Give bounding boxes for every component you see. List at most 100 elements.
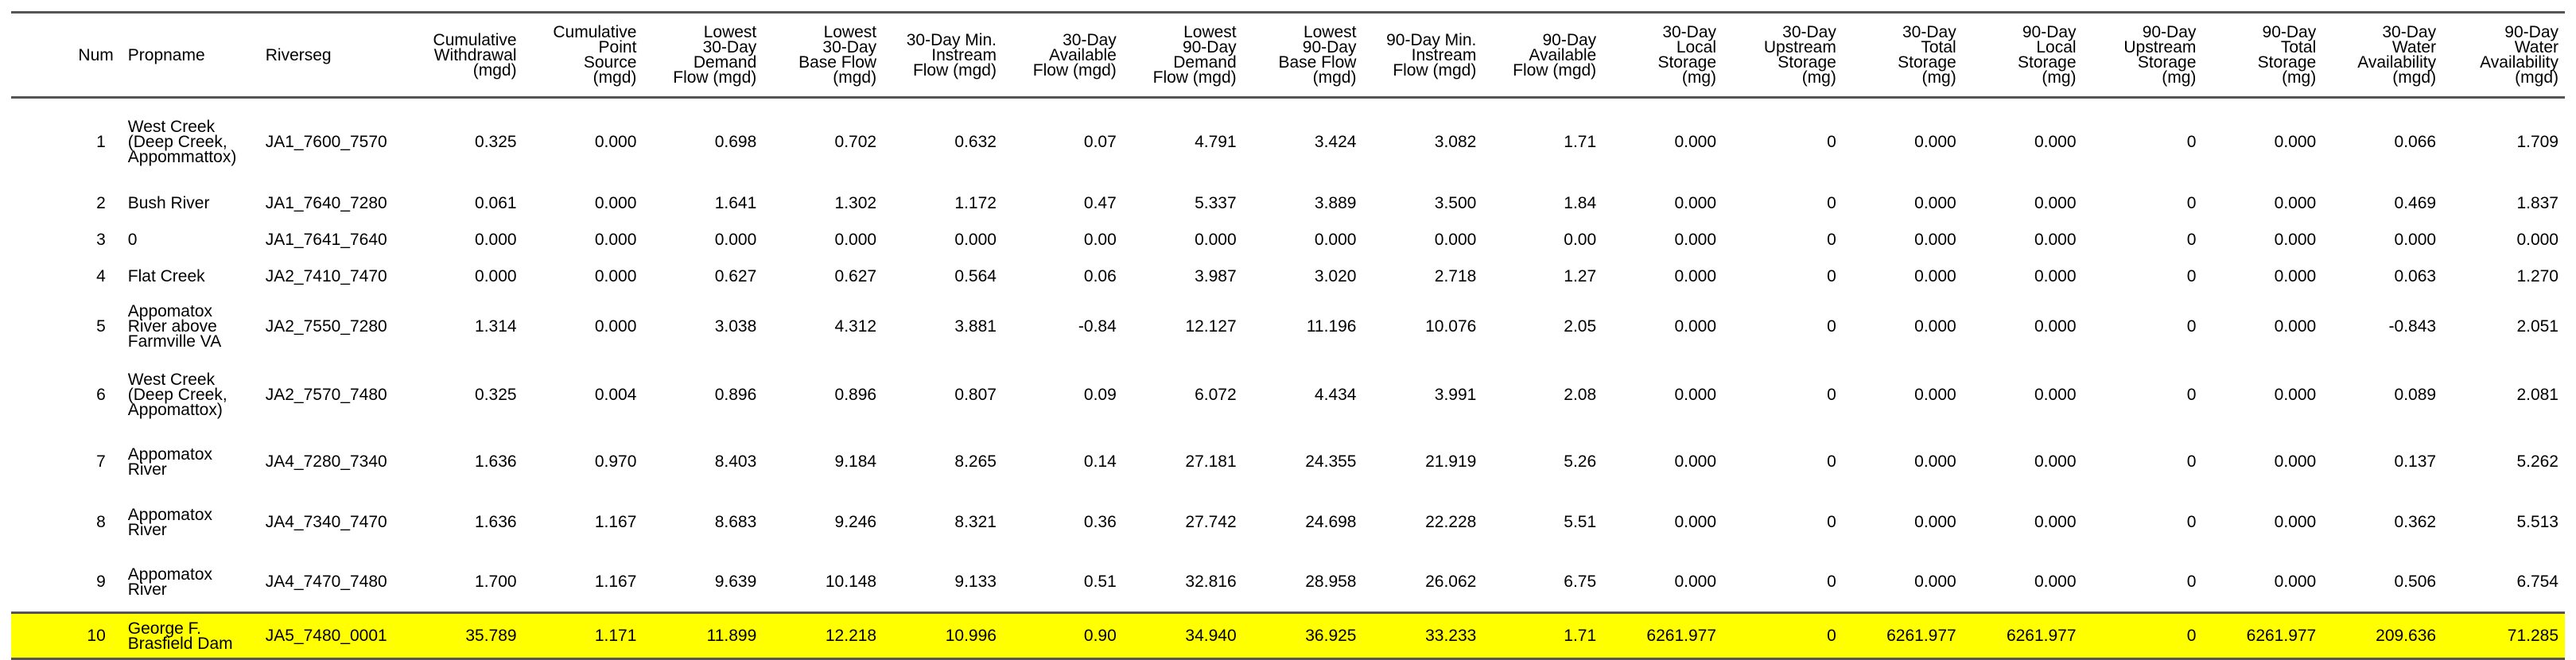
cell-total-storage-90day: 0.000	[2274, 386, 2317, 404]
cell-local-storage-30day: 0.000	[1674, 132, 1717, 151]
column-header-line: Cumulative	[433, 30, 517, 49]
cell-upstream-storage-30day: 0	[1827, 194, 1836, 212]
cell-avail-flow-90day: 2.08	[1564, 386, 1597, 404]
cell-riverseg: JA2_7550_7280	[265, 317, 387, 336]
cell-total-storage-90day: 0.000	[2274, 513, 2317, 531]
column-header-line: Storage	[1898, 53, 1956, 72]
column-header-riverseg: Riverseg	[258, 13, 402, 98]
cell-min-instream-90day: 22.228	[1425, 513, 1477, 531]
cell-total-storage-30day: 0.000	[1914, 317, 1956, 336]
cell-total-storage-90day: 6261.977	[2246, 627, 2317, 645]
cell-total-storage-90day: 0.000	[2274, 317, 2317, 336]
column-header-line: 90-Day	[1182, 38, 1237, 56]
column-header-line: (mgd)	[2392, 68, 2437, 87]
column-header-line: (mgd)	[1312, 68, 1357, 87]
cell-lowest-30day-base-flow: 9.246	[834, 513, 877, 531]
cell-upstream-storage-90day: 0	[2186, 386, 2197, 404]
cell-riverseg: JA5_7480_0001	[265, 627, 387, 645]
cell-lowest-90day-demand-flow: 34.940	[1185, 627, 1237, 645]
cell-local-storage-90day: 0.000	[2034, 386, 2077, 404]
cell-num: 8	[96, 513, 106, 531]
cell-num: 1	[96, 132, 106, 151]
cell-total-storage-90day: 0.000	[2274, 194, 2317, 212]
cell-local-storage-30day: 0.000	[1674, 386, 1717, 404]
cell-water-avail-30day: 0.000	[2394, 231, 2437, 249]
cell-water-avail-30day: 0.137	[2394, 452, 2437, 471]
cell-lowest-30day-base-flow: 0.627	[834, 267, 877, 285]
column-header-line: Demand	[1173, 53, 1237, 72]
cell-min-instream-30day: 0.000	[954, 231, 997, 249]
cell-riverseg: JA4_7280_7340	[265, 452, 387, 471]
column-header-line: 90-Day	[1302, 38, 1357, 56]
column-header-line: 90-Day	[2504, 23, 2559, 41]
cell-min-instream-30day: 10.996	[945, 627, 997, 645]
column-header-line: Available	[1048, 45, 1117, 64]
cell-num: 4	[96, 267, 106, 285]
cell-propname: 0	[127, 231, 138, 249]
cell-upstream-storage-90day: 0	[2186, 231, 2197, 249]
cell-upstream-storage-90day: 0	[2186, 627, 2197, 645]
column-header-line: Withdrawal	[433, 45, 517, 64]
cell-lowest-30day-demand-flow: 8.403	[714, 452, 757, 471]
column-header-line: Lowest	[1303, 23, 1357, 41]
column-header-line: (mgd)	[593, 68, 637, 87]
cell-avail-flow-30day: 0.51	[1083, 573, 1117, 592]
cell-avail-flow-90day: 5.51	[1564, 513, 1597, 531]
column-header-min-instream-90day: 90-Day Min. Instream Flow (mgd)	[1362, 13, 1482, 98]
column-header-line: Flow (mgd)	[1513, 60, 1597, 80]
table-row: 3 0 JA1_7641_7640 0.000 0.000 0.000 0.000 0.000…	[11, 222, 2565, 258]
cell-total-storage-90day: 0.000	[2274, 452, 2317, 471]
column-header-line: 30-Day	[1063, 30, 1117, 49]
cell-water-avail-90day: 1.709	[2516, 132, 2559, 151]
cell-water-avail-30day: 0.089	[2394, 386, 2437, 404]
column-header-line: Upstream	[1763, 38, 1836, 56]
cell-min-instream-30day: 0.564	[954, 267, 997, 285]
cell-min-instream-30day: 3.881	[954, 317, 997, 336]
cell-lowest-90day-base-flow: 11.196	[1306, 317, 1357, 336]
water-availability-table-container: Num Propname Riverseg Cumulative Withdrawal(…	[11, 11, 2565, 660]
column-header-lowest-30day-base-flow: Lowest 30-Day Base Flow (mgd)	[763, 13, 883, 98]
column-header-line: Total	[2280, 38, 2317, 56]
column-header-lowest-90day-base-flow: Lowest 90-Day Base Flow (mgd)	[1243, 13, 1363, 98]
cell-lowest-90day-demand-flow: 12.127	[1185, 317, 1237, 336]
cell-num: 2	[96, 194, 106, 212]
column-header-line: Lowest	[823, 23, 877, 41]
cell-min-instream-90day: 33.233	[1425, 627, 1477, 645]
cell-water-avail-90day: 1.270	[2516, 267, 2559, 285]
column-header-water-avail-90day: 90-Day Water Availability (mgd)	[2442, 13, 2565, 98]
cell-min-instream-90day: 26.062	[1425, 573, 1477, 592]
cell-local-storage-90day: 0.000	[2034, 231, 2077, 249]
column-header-line: 90-Day	[2022, 23, 2077, 41]
cell-upstream-storage-30day: 0	[1827, 317, 1836, 336]
table-row: 8 Appomatox River JA4_7340_7470 1.636 1.167 8…	[11, 492, 2565, 553]
cell-lowest-90day-base-flow: 0.000	[1314, 231, 1357, 249]
cell-riverseg: JA4_7470_7480	[265, 573, 387, 592]
cell-lowest-30day-demand-flow: 1.641	[714, 194, 757, 212]
column-header-avail-flow-30day: 30-Day Available Flow (mgd)	[1003, 13, 1123, 98]
column-header-line: Flow (mgd)	[673, 68, 757, 87]
cell-local-storage-30day: 0.000	[1674, 573, 1717, 592]
cell-lowest-30day-demand-flow: 8.683	[714, 513, 757, 531]
cell-total-storage-30day: 6261.977	[1886, 627, 1956, 645]
cell-water-avail-30day: 0.469	[2394, 194, 2437, 212]
cell-upstream-storage-90day: 0	[2186, 132, 2197, 151]
cell-riverseg: JA4_7340_7470	[265, 513, 387, 531]
cell-water-avail-30day: 0.063	[2394, 267, 2437, 285]
cell-local-storage-90day: 0.000	[2034, 317, 2077, 336]
cell-propname: Appomatox River	[127, 565, 212, 599]
table-body: 1 West Creek (Deep Creek, Appommattox) JA1…	[11, 98, 2565, 659]
column-header-line: Base Flow	[798, 53, 877, 72]
column-header-line: (mgd)	[2515, 68, 2559, 87]
column-header-line: Riverseg	[265, 45, 332, 64]
column-header-line: 30-Day	[2382, 23, 2437, 41]
cell-local-storage-30day: 0.000	[1674, 452, 1717, 471]
column-header-line: Available	[1529, 45, 1597, 64]
cell-upstream-storage-30day: 0	[1827, 573, 1836, 592]
cell-lowest-30day-demand-flow: 11.899	[706, 627, 757, 645]
water-availability-table: Num Propname Riverseg Cumulative Withdrawal(…	[11, 11, 2565, 660]
column-header-line: (mgd)	[472, 60, 517, 80]
cell-lowest-30day-demand-flow: 0.698	[714, 132, 757, 151]
cell-avail-flow-30day: 0.06	[1083, 267, 1117, 285]
column-header-total-storage-90day: 90-Day Total Storage (mg)	[2202, 13, 2322, 98]
cell-lowest-30day-base-flow: 4.312	[834, 317, 877, 336]
